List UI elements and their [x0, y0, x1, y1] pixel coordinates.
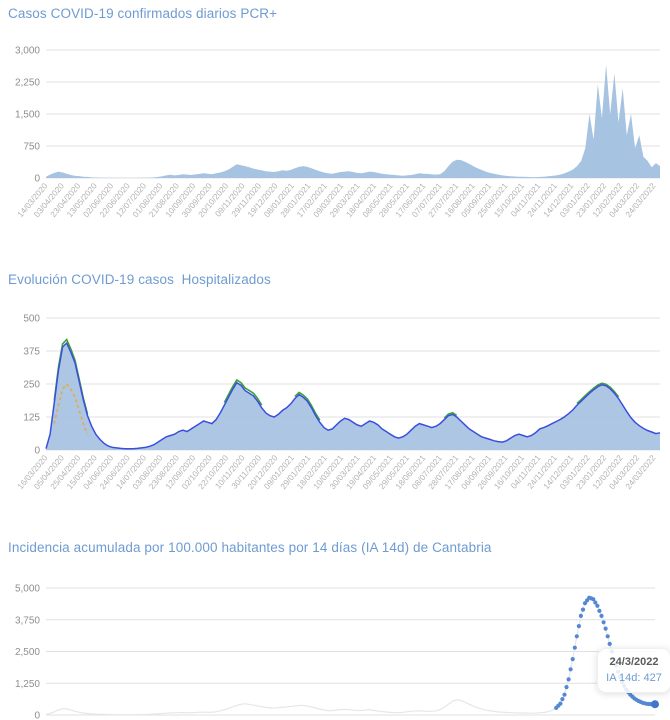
incidence-dot — [564, 685, 569, 690]
y-tick-label: 3,750 — [15, 615, 40, 626]
chart-title-daily-pcr: Casos COVID-19 confirmados diarios PCR+ — [8, 6, 278, 21]
incidence-dot — [562, 692, 567, 697]
incidence-ia14d-chart[interactable]: 5,000 3,750 2,500 1,250 0 — [0, 566, 670, 720]
series-verde — [576, 382, 620, 405]
incidence-dot — [568, 667, 573, 672]
hospitalized-evolution-chart[interactable]: 500375250125016/03/202005/04/202025/04/2… — [0, 300, 670, 538]
y-tick-label: 2,500 — [15, 647, 40, 658]
chart-tooltip: 24/3/2022 IA 14d: 427 — [597, 648, 670, 693]
y-tick-label: 1,500 — [15, 110, 40, 121]
y-tick-label: 0 — [34, 446, 40, 457]
y-tick-label: 250 — [23, 380, 40, 391]
incidence-dot — [580, 607, 586, 612]
y-tick-label: 375 — [23, 347, 40, 358]
hospitalized-area — [46, 343, 660, 450]
y-tick-label: 500 — [23, 314, 40, 325]
incidence-dot — [595, 603, 600, 608]
highlighted-data-point[interactable] — [651, 700, 659, 709]
hospitalized-line — [45, 341, 661, 450]
incidence-dot — [558, 701, 563, 706]
series-verde — [223, 378, 263, 406]
incidence-faint-line — [45, 596, 656, 716]
incidence-dot — [566, 677, 571, 682]
tooltip-value: IA 14d: 427 — [606, 671, 662, 684]
chart-title-incidence: Incidencia acumulada por 100.000 habitan… — [8, 540, 492, 555]
series-naranja — [53, 382, 89, 435]
incidence-dot — [597, 608, 602, 613]
incidence-dot — [599, 613, 604, 618]
series-verde — [443, 411, 458, 419]
incidence-dot — [591, 597, 596, 602]
tooltip-date: 24/3/2022 — [609, 656, 659, 668]
incidence-dot — [607, 641, 612, 646]
y-tick-label: 3,000 — [15, 46, 40, 57]
incidence-dot — [605, 634, 610, 639]
y-tick-label: 0 — [34, 174, 40, 185]
incidence-dot — [560, 697, 565, 702]
incidence-dot — [574, 634, 579, 639]
incidence-dot — [570, 657, 575, 662]
y-tick-label: 2,250 — [15, 78, 40, 89]
y-tick-label: 1,250 — [15, 679, 40, 690]
daily-cases-area — [46, 64, 660, 178]
incidence-dot — [578, 613, 584, 618]
y-tick-label: 5,000 — [15, 584, 40, 595]
y-tick-label: 0 — [34, 711, 40, 720]
y-tick-label: 750 — [23, 142, 40, 153]
incidence-dot — [593, 600, 598, 605]
y-tick-label: 125 — [23, 413, 40, 424]
series-verde — [294, 391, 321, 421]
chart-title-hospitalized: Evolución COVID-19 casos Hospitalizados — [8, 272, 271, 287]
incidence-dot — [603, 626, 608, 631]
incidence-dot — [572, 645, 577, 650]
incidence-dot — [576, 624, 582, 629]
incidence-dot — [601, 620, 606, 625]
daily-pcr-cases-chart[interactable]: 3,0002,2501,500750014/03/202003/04/20202… — [0, 32, 670, 270]
